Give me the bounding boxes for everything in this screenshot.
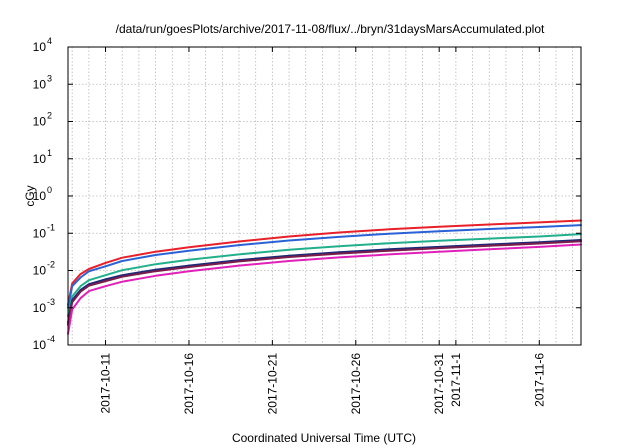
x-tick-label: 2017-10-26 [349,353,363,415]
series-line-1 [67,219,582,306]
y-tick-label: 10 [33,152,47,166]
y-tick-exponent: 3 [47,73,52,83]
grid [68,47,581,345]
x-tick-label: 2017-10-31 [432,353,446,415]
y-tick-label: 10 [33,226,47,240]
y-tick-label: 10 [33,338,47,352]
y-tick-label: 10 [33,115,47,129]
y-tick-label: 10 [33,189,47,203]
series-line-2 [67,224,582,309]
y-tick-exponent: 0 [47,185,52,195]
y-tick-label: 10 [33,264,47,278]
chart-title: /data/run/goesPlots/archive/2017-11-08/f… [116,22,545,36]
x-tick-label: 2017-11-1 [449,353,463,407]
series-line-3 [67,233,582,317]
y-axis-label: cGy [23,185,37,206]
y-tick-label: 10 [33,77,47,91]
y-tick-exponent: -1 [47,222,55,232]
x-tick-label: 2017-10-21 [265,353,279,415]
y-tick-exponent: 2 [47,111,52,121]
x-tick-label: 2017-11-6 [532,353,546,407]
x-axis-label: Coordinated Universal Time (UTC) [232,431,416,445]
y-tick-label: 10 [33,40,47,54]
y-tick-exponent: -4 [47,334,55,344]
x-tick-label: 2017-10-16 [182,353,196,415]
x-axis: 2017-10-11 2017-10-16 2017-10-21 2017-10-26… [99,47,546,415]
series-line-4 [67,239,582,324]
series-line-5 [67,240,582,326]
y-tick-exponent: -3 [47,297,55,307]
y-tick-exponent: 4 [47,36,52,46]
x-tick-label: 2017-10-11 [99,353,113,414]
y-tick-exponent: 1 [47,148,52,158]
series-layer [67,219,582,335]
series-line-6 [67,243,582,335]
y-tick-exponent: -2 [47,260,55,270]
y-tick-label: 10 [33,301,47,315]
